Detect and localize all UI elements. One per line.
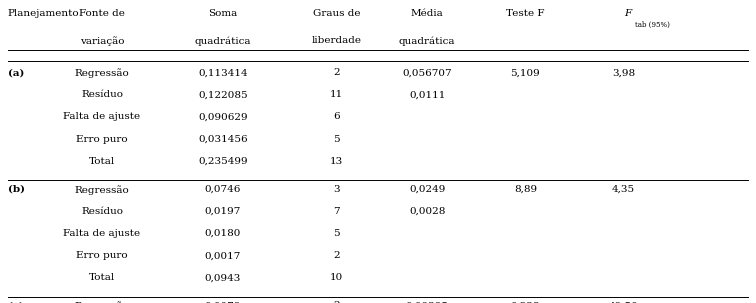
Text: (b): (b) (8, 185, 24, 194)
Text: Falta de ajuste: Falta de ajuste (64, 229, 141, 238)
Text: Regressão: Regressão (75, 185, 129, 195)
Text: 0,223: 0,223 (510, 301, 541, 303)
Text: 0,0028: 0,0028 (409, 207, 445, 216)
Text: 0,00395: 0,00395 (406, 301, 448, 303)
Text: 5: 5 (333, 135, 339, 144)
Text: Teste F: Teste F (507, 9, 544, 18)
Text: 0,235499: 0,235499 (198, 157, 248, 166)
Text: Graus de: Graus de (313, 9, 360, 18)
Text: 0,0943: 0,0943 (205, 273, 241, 282)
Text: Resíduo: Resíduo (81, 90, 123, 99)
Text: 2: 2 (333, 301, 339, 303)
Text: Falta de ajuste: Falta de ajuste (64, 112, 141, 122)
Text: Fonte de: Fonte de (79, 9, 125, 18)
Text: quadrática: quadrática (195, 36, 251, 46)
Text: Regressão: Regressão (75, 68, 129, 78)
Text: 3: 3 (333, 185, 339, 194)
Text: 6: 6 (333, 112, 339, 122)
Text: Planejamento: Planejamento (8, 9, 79, 18)
Text: 8,89: 8,89 (514, 185, 537, 194)
Text: 0,0249: 0,0249 (409, 185, 445, 194)
Text: 10: 10 (330, 273, 343, 282)
Text: 5: 5 (333, 229, 339, 238)
Text: 7: 7 (333, 207, 339, 216)
Text: Erro puro: Erro puro (76, 135, 128, 144)
Text: 5,109: 5,109 (510, 68, 541, 77)
Text: 49,50: 49,50 (609, 301, 639, 303)
Text: 0,0180: 0,0180 (205, 229, 241, 238)
Text: 2: 2 (333, 68, 339, 77)
Text: tab (95%): tab (95%) (635, 21, 670, 29)
Text: 0,122085: 0,122085 (198, 90, 248, 99)
Text: Resíduo: Resíduo (81, 207, 123, 216)
Text: Média: Média (411, 9, 444, 18)
Text: 13: 13 (330, 157, 343, 166)
Text: 0,031456: 0,031456 (198, 135, 248, 144)
Text: quadrática: quadrática (399, 36, 455, 46)
Text: 0,0017: 0,0017 (205, 251, 241, 260)
Text: 0,056707: 0,056707 (402, 68, 452, 77)
Text: 4,35: 4,35 (612, 185, 635, 194)
Text: 3,98: 3,98 (612, 68, 635, 77)
Text: 0,113414: 0,113414 (198, 68, 248, 77)
Text: 2: 2 (333, 251, 339, 260)
Text: 11: 11 (330, 90, 343, 99)
Text: F: F (624, 9, 631, 18)
Text: Soma: Soma (209, 9, 237, 18)
Text: Regressão: Regressão (75, 301, 129, 303)
Text: variação: variação (80, 36, 124, 46)
Text: (a): (a) (8, 68, 24, 77)
Text: liberdade: liberdade (311, 36, 361, 45)
Text: Erro puro: Erro puro (76, 251, 128, 260)
Text: 0,0079: 0,0079 (205, 301, 241, 303)
Text: Total: Total (89, 157, 115, 166)
Text: 0,0197: 0,0197 (205, 207, 241, 216)
Text: Total: Total (89, 273, 115, 282)
Text: (c): (c) (8, 301, 23, 303)
Text: 0,0746: 0,0746 (205, 185, 241, 194)
Text: 0,0111: 0,0111 (409, 90, 445, 99)
Text: 0,090629: 0,090629 (198, 112, 248, 122)
